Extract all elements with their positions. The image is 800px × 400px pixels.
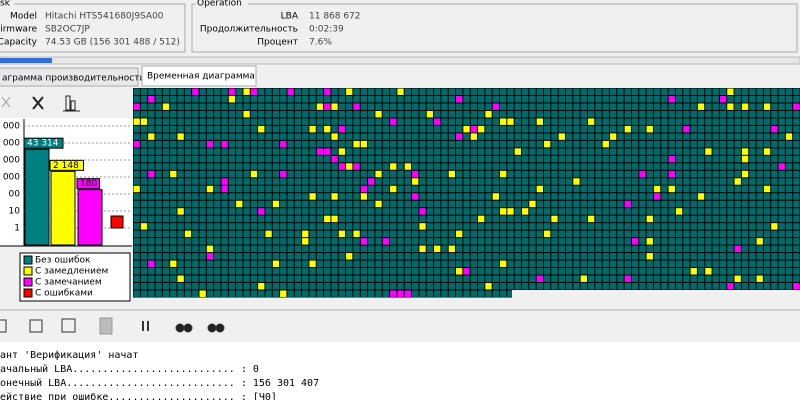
log-line: ант 'Верификация' начат	[0, 349, 138, 361]
field-label: irmware	[0, 25, 37, 35]
block-grid	[133, 290, 512, 298]
field-label: Процент	[257, 38, 298, 48]
y-tick-label: 000	[3, 156, 20, 166]
bar	[24, 148, 50, 246]
y-tick-label: 000	[3, 122, 20, 132]
group-title-bg	[196, 0, 248, 8]
legend-label: С ошибками	[35, 289, 93, 299]
value-label-bg	[23, 137, 64, 149]
legend-label: С замедлением	[35, 267, 108, 277]
zero-marker	[110, 215, 124, 229]
y-tick-label: 00	[9, 190, 21, 200]
bar	[50, 170, 76, 246]
value-label-bg	[49, 159, 84, 171]
y-tick-label: 10	[9, 207, 21, 217]
legend-label: С замечанием	[35, 278, 102, 288]
tab-active[interactable]	[141, 65, 257, 87]
tool-icon[interactable]	[1, 96, 11, 108]
field-value: 74.53 GB (156 301 488 / 512)	[45, 38, 180, 48]
field-value: 0:02:39	[309, 25, 344, 35]
y-tick-label: 000	[3, 139, 20, 149]
legend-swatch	[23, 277, 33, 287]
field-label: Capacity	[0, 38, 38, 48]
value-label: 2 148	[53, 161, 79, 171]
y-tick-label: 1	[14, 224, 20, 234]
field-label: Model	[10, 12, 37, 22]
field-label: LBA	[281, 12, 299, 22]
block-grid	[133, 88, 800, 290]
y-tick-label: 000	[3, 173, 20, 183]
legend-swatch	[23, 266, 33, 276]
tool-icon[interactable]	[32, 96, 44, 110]
log-line: онечный LBA............................ …	[0, 377, 319, 389]
tool-button[interactable]	[99, 317, 113, 335]
value-label: 180	[80, 179, 97, 189]
field-value: SB2OC7JP	[45, 25, 90, 35]
tool-icon[interactable]	[63, 95, 80, 112]
value-label-bg	[76, 178, 100, 190]
legend	[19, 252, 131, 302]
legend-swatch	[23, 255, 33, 265]
tab-label[interactable]: аграмма производительности	[2, 74, 145, 84]
group-title-bg	[0, 0, 14, 8]
tool-button[interactable]	[175, 323, 185, 333]
log-line: ействие при ошибке..................... …	[0, 391, 277, 400]
log-line: ачальный LBA........................... …	[0, 363, 259, 375]
field-value: Hitachi HTS541680J9SA00	[45, 12, 164, 22]
value-label: 43 314	[27, 139, 59, 149]
operation-group	[191, 3, 798, 53]
legend-swatch	[23, 288, 33, 298]
tool-button[interactable]	[215, 323, 225, 333]
progress-fill	[0, 58, 52, 63]
tool-button[interactable]	[207, 323, 217, 333]
info-panel	[0, 0, 800, 56]
field-value: 11 868 672	[309, 12, 361, 22]
legend-label: Без ошибок	[35, 256, 91, 266]
field-value: 7.6%	[309, 38, 332, 48]
bar	[77, 189, 103, 246]
tool-button[interactable]	[0, 319, 7, 333]
log-panel	[0, 342, 800, 400]
field-label: Продолжительность	[200, 25, 298, 35]
tab-label[interactable]: Временная диаграмма	[147, 72, 255, 82]
operation-title: Operation	[197, 0, 242, 9]
progress-track	[0, 56, 800, 65]
toolbar	[0, 317, 225, 335]
tool-button[interactable]	[183, 323, 193, 333]
disk-title: sk	[0, 0, 11, 9]
tool-button[interactable]	[61, 318, 76, 333]
tool-button[interactable]	[29, 319, 43, 333]
tab[interactable]	[0, 67, 139, 87]
disk-group	[0, 3, 186, 53]
